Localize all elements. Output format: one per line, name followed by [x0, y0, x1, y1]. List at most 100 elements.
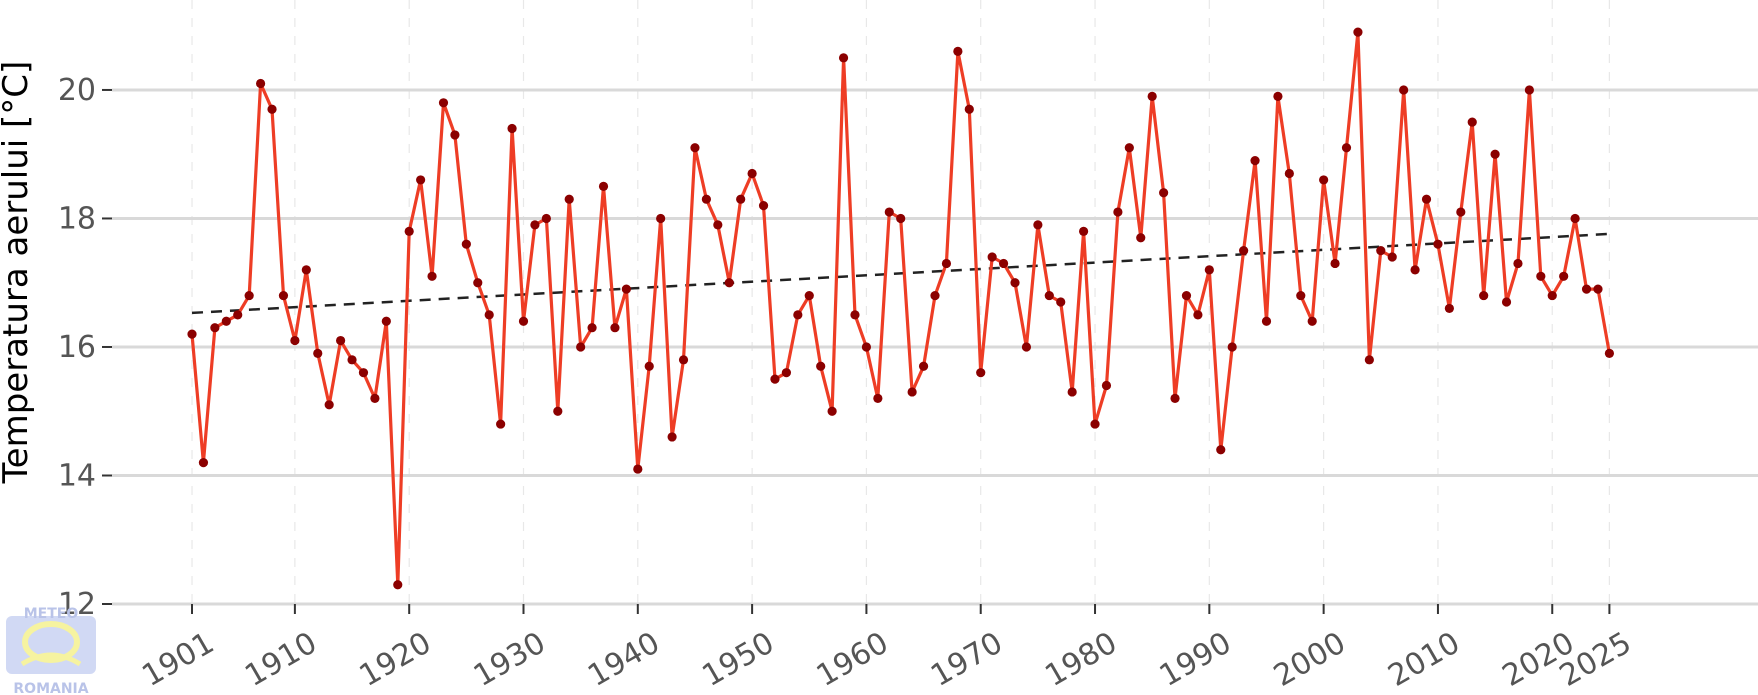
data-point-1954: [793, 310, 803, 320]
data-point-1984: [1136, 233, 1146, 243]
data-point-2020: [1547, 290, 1557, 301]
data-point-1986: [1159, 188, 1169, 198]
data-point-1936: [587, 323, 597, 333]
data-point-2023: [1581, 284, 1592, 294]
data-point-1997: [1284, 168, 1294, 179]
data-point-1969: [964, 104, 974, 114]
data-point-1925: [461, 239, 471, 249]
data-point-2005: [1376, 245, 1386, 256]
data-point-2004: [1364, 355, 1374, 365]
trend-layer: [191, 232, 1610, 315]
data-point-1952: [770, 374, 780, 384]
x-tick-label-1930: 1930: [468, 625, 552, 693]
x-tick-label-1950: 1950: [696, 625, 780, 693]
data-point-1933: [553, 406, 563, 416]
data-point-1993: [1239, 245, 1249, 256]
data-point-2007: [1399, 85, 1409, 95]
data-point-1956: [816, 361, 826, 371]
data-point-1979: [1078, 226, 1089, 236]
series-line: [190, 30, 1611, 587]
data-point-2008: [1410, 265, 1420, 275]
data-point-2011: [1444, 303, 1454, 314]
data-point-1972: [998, 258, 1009, 269]
data-point-1923: [438, 98, 449, 108]
logo-top-text: METEO: [24, 606, 79, 622]
data-point-1981: [1101, 380, 1112, 391]
data-point-1987: [1170, 393, 1180, 403]
data-point-1971: [987, 252, 997, 262]
data-point-2022: [1570, 213, 1580, 224]
data-point-1926: [473, 278, 483, 288]
y-tick-label-18: 18: [58, 201, 96, 236]
data-point-1957: [827, 406, 837, 416]
x-tick-label-1940: 1940: [582, 625, 666, 693]
data-point-1982: [1113, 207, 1123, 217]
data-point-2012: [1456, 207, 1466, 217]
data-point-1977: [1056, 297, 1066, 307]
data-point-1967: [941, 258, 952, 269]
data-point-2006: [1387, 252, 1397, 262]
data-point-1941: [644, 361, 654, 371]
data-point-1950: [747, 168, 757, 179]
data-point-1953: [781, 368, 792, 378]
data-point-1929: [507, 123, 517, 134]
data-point-1991: [1216, 445, 1226, 455]
data-point-1974: [1021, 342, 1032, 352]
data-point-1980: [1090, 419, 1100, 429]
data-point-1964: [907, 387, 917, 397]
data-point-1999: [1307, 316, 1317, 326]
logo-bottom-text: ROMANIA: [13, 681, 88, 695]
x-tick-label-1910: 1910: [239, 625, 323, 693]
data-point-1960: [861, 342, 872, 352]
data-point-2015: [1490, 149, 1500, 159]
data-point-1944: [678, 355, 689, 365]
y-tick-label-20: 20: [58, 73, 96, 108]
data-point-1910: [290, 335, 300, 346]
data-point-1988: [1181, 290, 1192, 301]
data-point-1942: [656, 213, 666, 224]
data-point-2016: [1501, 297, 1512, 307]
data-point-1955: [804, 290, 814, 301]
data-point-1959: [850, 310, 860, 320]
data-point-1917: [370, 393, 380, 403]
data-point-2013: [1467, 117, 1477, 127]
series-layer: [190, 30, 1611, 587]
axes: [102, 88, 1611, 614]
data-point-1983: [1124, 143, 1134, 153]
y-tick-label-16: 16: [58, 330, 96, 365]
data-point-1963: [896, 213, 906, 224]
data-point-1946: [701, 194, 711, 204]
data-point-1962: [884, 207, 894, 217]
data-point-1907: [255, 78, 266, 89]
data-point-1994: [1250, 156, 1260, 166]
data-point-1970: [976, 368, 986, 378]
data-point-1937: [598, 181, 609, 191]
x-tick-labels: 1901 1910 1920 1930 1940 1950 1960 1970 1980 1990…: [136, 625, 1637, 693]
data-point-1932: [541, 213, 551, 224]
data-point-1920: [404, 226, 414, 236]
data-point-2025: [1604, 348, 1615, 359]
data-point-1915: [347, 355, 357, 365]
data-point-1934: [564, 194, 574, 204]
y-axis-title: Temperatura aerului [°C]: [0, 61, 36, 485]
data-point-1912: [313, 348, 323, 359]
data-point-1951: [758, 201, 769, 211]
data-point-1965: [918, 361, 929, 371]
x-tick-label-1970: 1970: [925, 625, 1009, 693]
data-point-1914: [336, 335, 346, 346]
data-point-2009: [1421, 194, 1432, 204]
data-point-2001: [1330, 258, 1340, 269]
data-point-1943: [667, 432, 677, 442]
data-point-1908: [267, 104, 277, 114]
data-point-1939: [621, 284, 631, 294]
data-point-1961: [873, 393, 883, 403]
data-point-1911: [301, 265, 311, 275]
data-point-1976: [1044, 290, 1054, 301]
data-point-1906: [244, 290, 254, 301]
data-point-1938: [610, 323, 620, 333]
data-point-1905: [233, 310, 243, 320]
data-point-1904: [221, 316, 231, 326]
data-point-1930: [518, 316, 529, 326]
